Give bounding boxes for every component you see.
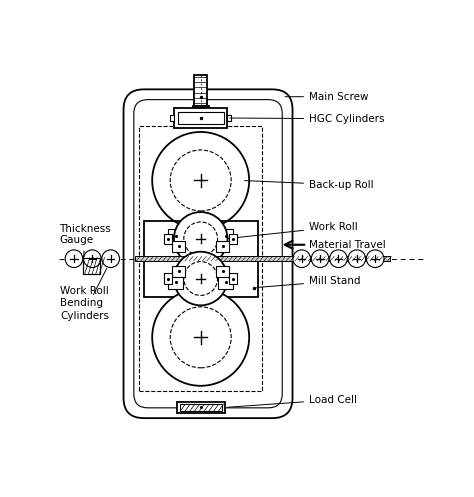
Text: Mill Stand: Mill Stand	[257, 276, 361, 287]
Bar	[192, 106, 209, 108]
Bar	[216, 241, 229, 251]
Bar	[168, 275, 183, 289]
Bar	[135, 256, 390, 261]
Circle shape	[174, 251, 228, 305]
Bar	[177, 403, 225, 413]
Circle shape	[102, 250, 119, 267]
FancyBboxPatch shape	[124, 89, 292, 418]
Circle shape	[311, 250, 329, 267]
Circle shape	[152, 289, 249, 386]
Bar	[194, 75, 207, 106]
Bar	[144, 221, 258, 297]
Circle shape	[170, 150, 231, 211]
Text: Thickness
Gauge: Thickness Gauge	[59, 224, 111, 263]
Circle shape	[293, 250, 310, 267]
Bar	[180, 404, 222, 411]
Circle shape	[348, 250, 365, 267]
Circle shape	[152, 132, 249, 229]
Bar	[174, 108, 228, 128]
Circle shape	[184, 222, 218, 256]
Circle shape	[329, 250, 347, 267]
Bar	[164, 273, 172, 284]
Bar	[219, 229, 233, 243]
Bar	[139, 126, 263, 391]
Bar	[170, 115, 174, 121]
Bar	[229, 273, 237, 284]
Bar	[83, 257, 100, 274]
Text: HGC Cylinders: HGC Cylinders	[230, 114, 384, 124]
Bar	[216, 266, 229, 277]
Circle shape	[83, 250, 101, 267]
Text: Work Roll
Bending
Cylinders: Work Roll Bending Cylinders	[60, 286, 109, 321]
Text: Material Travel: Material Travel	[309, 240, 386, 249]
Circle shape	[170, 307, 231, 368]
Text: Work Roll: Work Roll	[228, 222, 358, 239]
Bar	[164, 234, 172, 244]
Bar	[172, 241, 185, 251]
Bar	[172, 266, 185, 277]
Circle shape	[65, 250, 83, 267]
Bar	[168, 229, 183, 243]
Bar	[229, 234, 237, 244]
Circle shape	[184, 261, 218, 295]
Circle shape	[366, 250, 384, 267]
Text: Back-up Roll: Back-up Roll	[245, 180, 374, 190]
Text: Load Cell: Load Cell	[228, 395, 357, 407]
Bar	[228, 115, 231, 121]
Bar	[219, 275, 233, 289]
FancyBboxPatch shape	[134, 99, 282, 408]
Bar	[83, 257, 100, 274]
Circle shape	[174, 212, 228, 266]
Bar	[178, 112, 224, 124]
Text: Main Screw: Main Screw	[285, 92, 369, 102]
